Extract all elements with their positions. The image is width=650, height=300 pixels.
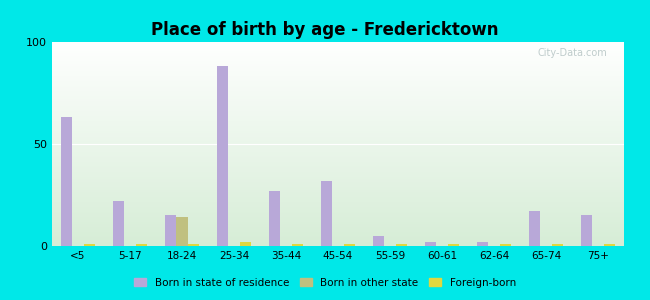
Bar [188,244,199,246]
Bar [396,244,407,246]
Legend: Born in state of residence, Born in other state, Foreign-born: Born in state of residence, Born in othe… [130,274,520,292]
Bar [373,236,384,246]
Bar [61,118,72,246]
Bar [136,244,147,246]
Bar [581,215,592,246]
Bar [529,211,540,246]
Text: City-Data.com: City-Data.com [537,48,607,58]
Bar [552,244,563,246]
Bar [477,242,488,246]
Bar [604,244,615,246]
Bar [113,201,124,246]
Bar [500,244,511,246]
Bar [321,181,332,246]
Bar [217,67,228,246]
Bar [84,244,95,246]
Bar [344,244,355,246]
Bar [292,244,303,246]
Bar [240,242,251,246]
Text: Place of birth by age - Fredericktown: Place of birth by age - Fredericktown [151,21,499,39]
Bar [269,191,280,246]
Bar [425,242,436,246]
Bar [165,215,176,246]
Bar [176,218,188,246]
Bar [448,244,459,246]
